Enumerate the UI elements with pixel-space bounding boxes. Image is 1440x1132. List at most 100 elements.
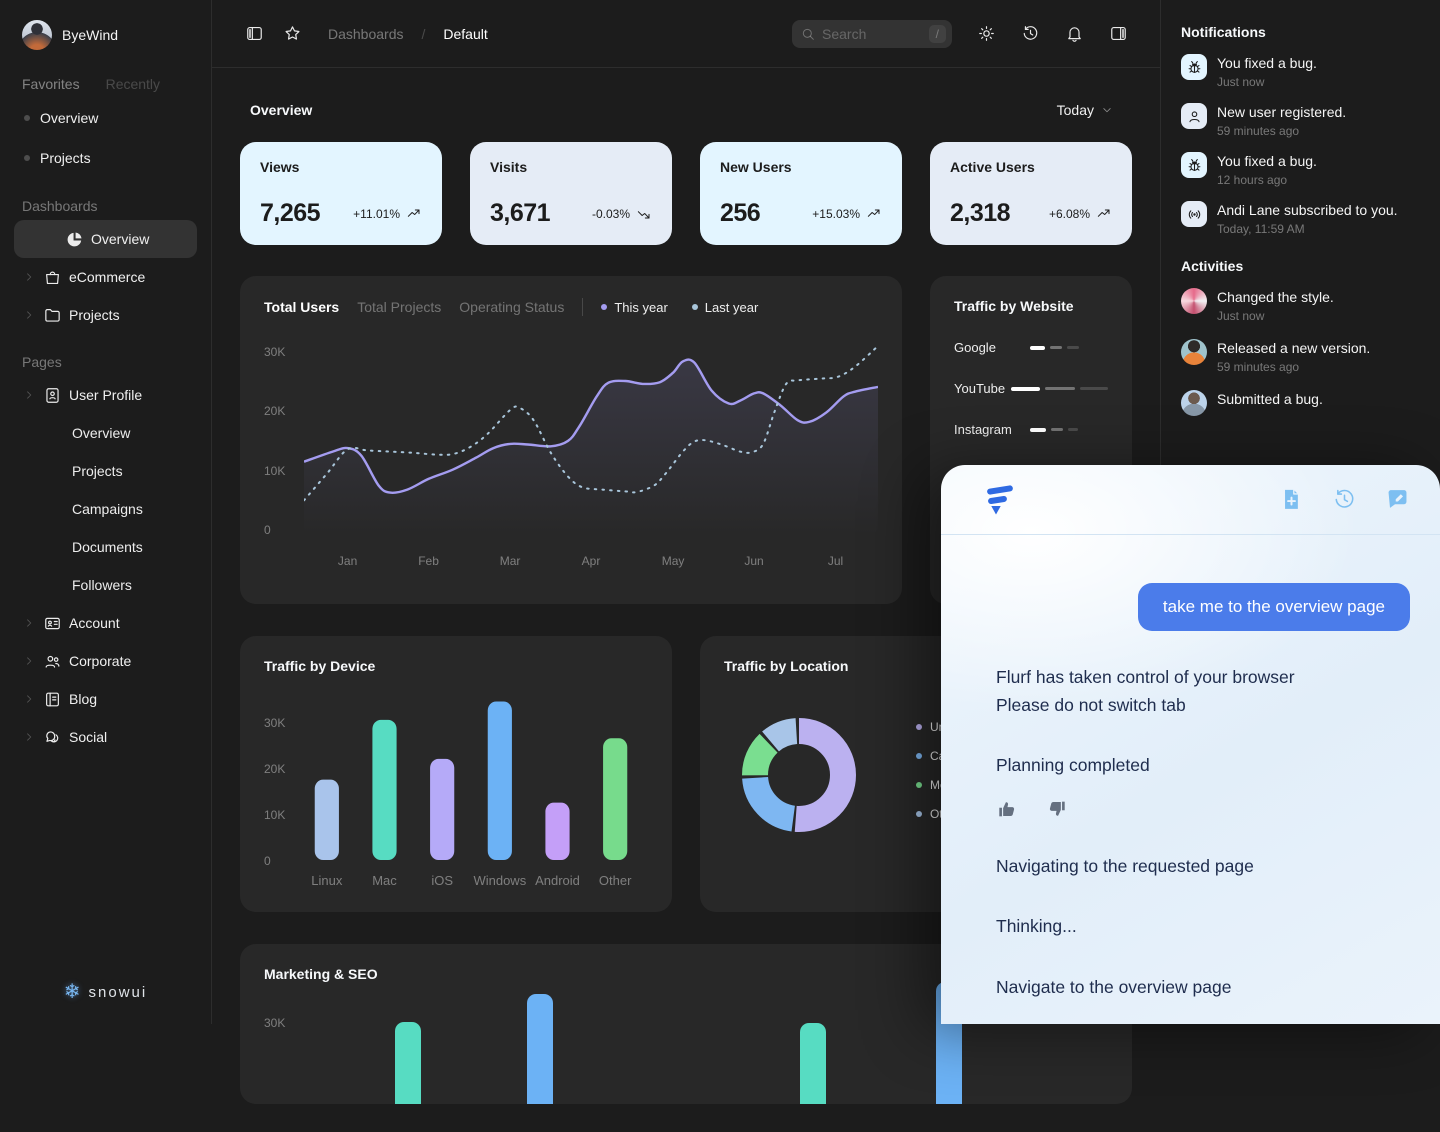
file-plus-icon[interactable] — [1279, 487, 1304, 512]
panel-left-button[interactable] — [240, 20, 268, 48]
history-icon[interactable] — [1332, 487, 1357, 512]
sidebar-item-label: Overview — [40, 110, 99, 126]
search-box[interactable]: / — [792, 19, 952, 48]
bar-segment — [1050, 346, 1062, 349]
sidebar-subitem-documents[interactable]: Documents — [72, 539, 143, 555]
sidebar-item-label: Projects — [69, 307, 120, 323]
x-axis-tick: Windows — [473, 873, 527, 888]
notification-item[interactable]: You fixed a bug. Just now — [1181, 54, 1420, 89]
notification-item[interactable]: You fixed a bug. 12 hours ago — [1181, 152, 1420, 187]
sidebar-item-corporate[interactable]: Corporate — [14, 642, 197, 680]
notification-time: 59 minutes ago — [1217, 124, 1300, 138]
activity-item[interactable]: Released a new version. 59 minutes ago — [1181, 339, 1420, 374]
date-range-dropdown[interactable]: Today — [1049, 98, 1122, 122]
stat-label: New Users — [720, 159, 792, 175]
chart-tab-total-projects[interactable]: Total Projects — [357, 299, 442, 315]
legend-item-last-year[interactable]: Last year — [691, 300, 758, 315]
activity-item[interactable]: Changed the style. Just now — [1181, 288, 1420, 323]
bullet-icon — [24, 155, 30, 161]
sidebar-item-label: Account — [69, 615, 120, 631]
sidebar-subitem-projects[interactable]: Projects — [72, 463, 123, 479]
sidebar-item-label: Overview — [91, 231, 150, 247]
stat-value: 7,265 — [260, 199, 321, 227]
delta-text: +15.03% — [812, 206, 860, 221]
chart-tab-total-users[interactable]: Total Users — [264, 299, 340, 315]
sidebar-item-overview[interactable]: Overview — [14, 98, 197, 138]
stat-card-views: Views 7,265 +11.01% — [240, 142, 442, 245]
x-axis-tick: Linux — [311, 873, 343, 888]
stat-value: 256 — [720, 199, 761, 227]
flurf-header — [941, 465, 1440, 535]
thumb-up-icon[interactable] — [996, 798, 1018, 820]
sun-button[interactable] — [972, 20, 1000, 48]
breadcrumb-default[interactable]: Default — [443, 25, 488, 42]
activity-time: 59 minutes ago — [1217, 360, 1300, 374]
bar-segment — [1067, 346, 1079, 349]
legend-item-this-year[interactable]: This year — [601, 300, 668, 315]
notification-time: 12 hours ago — [1217, 173, 1288, 187]
bell-icon — [1065, 24, 1084, 43]
y-axis-tick: 30K — [264, 344, 286, 359]
topbar: Dashboards / Default / — [212, 0, 1160, 68]
legend-dot-icon — [916, 782, 922, 788]
activity-body: Changed the style. Just now — [1217, 288, 1334, 323]
notification-text: You fixed a bug. — [1217, 153, 1317, 169]
notification-item[interactable]: New user registered. 59 minutes ago — [1181, 103, 1420, 138]
sidebar-item-account[interactable]: Account — [14, 604, 197, 642]
card-title: Traffic by Location — [724, 658, 849, 674]
avatar — [22, 20, 52, 50]
sidebar-item-social[interactable]: Social — [14, 718, 197, 756]
message-line: Planning completed — [996, 755, 1150, 775]
sidebar-tab-favorites[interactable]: Favorites — [22, 76, 80, 92]
sun-icon — [977, 24, 996, 43]
snowui-logo: ❄ snowui — [0, 982, 211, 1002]
stat-value: 2,318 — [950, 199, 1011, 227]
sidebar-tab-recently[interactable]: Recently — [105, 76, 161, 92]
delta-text: -0.03% — [591, 206, 630, 221]
stat-delta: -0.03% — [592, 206, 652, 222]
x-axis-tick: Jul — [827, 554, 844, 568]
activity-text: Changed the style. — [1217, 289, 1334, 305]
chart-tab-operating-status[interactable]: Operating Status — [459, 299, 565, 315]
search-input[interactable] — [822, 25, 923, 42]
trend-down-icon — [636, 206, 652, 222]
avatar — [1181, 288, 1207, 314]
user-profile[interactable]: ByeWind — [14, 20, 197, 50]
notification-item[interactable]: Andi Lane subscribed to you. Today, 11:59… — [1181, 201, 1420, 236]
chevron-right-icon — [22, 270, 36, 284]
sidebar-item-overview[interactable]: Overview — [14, 220, 197, 258]
sidebar-item-projects[interactable]: Projects — [14, 138, 197, 178]
marketing-bar — [800, 1023, 826, 1104]
sidebar-item-user-profile[interactable]: User Profile — [14, 376, 197, 414]
sidebar-subitem-followers[interactable]: Followers — [72, 577, 132, 593]
stat-label: Active Users — [950, 159, 1035, 175]
star-button[interactable] — [278, 20, 306, 48]
trend-up-icon — [866, 206, 882, 222]
sidebar-item-ecommerce[interactable]: eCommerce — [14, 258, 197, 296]
user-icon — [1186, 108, 1203, 125]
chevron-right-icon — [22, 692, 36, 706]
thumb-down-icon[interactable] — [1046, 798, 1068, 820]
history-button[interactable] — [1016, 20, 1044, 48]
sidebar-item-blog[interactable]: Blog — [14, 680, 197, 718]
breadcrumb-dashboards[interactable]: Dashboards — [328, 25, 404, 42]
notebook-icon — [43, 690, 62, 709]
x-axis-tick: Other — [598, 873, 632, 888]
assistant-message: Navigate to the overview page — [996, 974, 1410, 1002]
sidebar-item-projects[interactable]: Projects — [14, 296, 197, 334]
compose-icon[interactable] — [1385, 487, 1410, 512]
sidebar-item-label: Projects — [40, 150, 91, 166]
notification-text: New user registered. — [1217, 104, 1347, 120]
legend-dot-icon — [916, 811, 922, 817]
bell-button[interactable] — [1060, 20, 1088, 48]
y-axis-tick: 0 — [264, 854, 271, 868]
activity-item[interactable]: Submitted a bug. — [1181, 390, 1420, 416]
panel-left-icon — [245, 24, 264, 43]
sidebar-subitem-overview[interactable]: Overview — [72, 425, 131, 441]
id-card-icon — [43, 614, 62, 633]
sidebar-subitem-campaigns[interactable]: Campaigns — [72, 501, 143, 517]
chevron-right-icon — [22, 730, 36, 744]
trend-up-icon — [406, 206, 422, 222]
website-row-instagram: Instagram — [954, 422, 1108, 437]
panel-right-button[interactable] — [1104, 20, 1132, 48]
